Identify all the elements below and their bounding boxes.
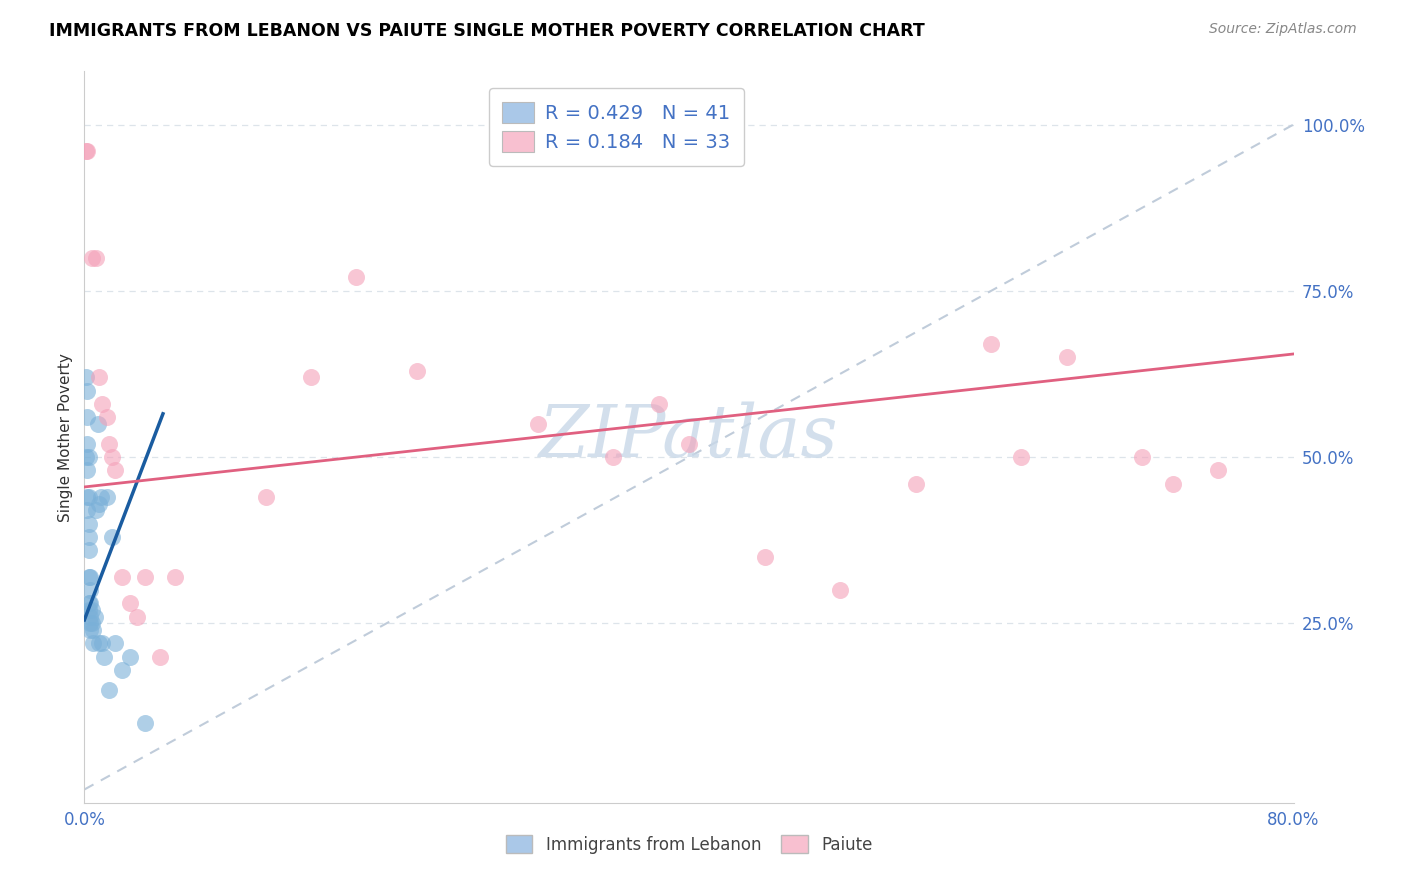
- Point: [96, 410, 118, 425]
- Point: [111, 663, 134, 677]
- Point: [602, 450, 624, 464]
- Point: [134, 570, 156, 584]
- Point: [75, 450, 97, 464]
- Point: [79, 582, 101, 597]
- Point: [82, 623, 104, 637]
- Point: [830, 582, 852, 597]
- Point: [111, 570, 134, 584]
- Point: [89, 497, 111, 511]
- Y-axis label: Single Mother Poverty: Single Mother Poverty: [58, 352, 73, 522]
- Point: [904, 476, 927, 491]
- Legend: Immigrants from Lebanon, Paiute: Immigrants from Lebanon, Paiute: [499, 829, 879, 860]
- Point: [980, 337, 1002, 351]
- Point: [1130, 450, 1153, 464]
- Text: IMMIGRANTS FROM LEBANON VS PAIUTE SINGLE MOTHER POVERTY CORRELATION CHART: IMMIGRANTS FROM LEBANON VS PAIUTE SINGLE…: [49, 22, 925, 40]
- Point: [149, 649, 172, 664]
- Point: [79, 623, 101, 637]
- Point: [80, 616, 103, 631]
- Point: [77, 603, 100, 617]
- Point: [118, 649, 141, 664]
- Point: [76, 503, 98, 517]
- Point: [91, 636, 114, 650]
- Point: [84, 609, 107, 624]
- Point: [79, 596, 101, 610]
- Point: [100, 530, 122, 544]
- Point: [86, 251, 108, 265]
- Point: [754, 549, 776, 564]
- Point: [87, 417, 110, 431]
- Text: ZIPatlas: ZIPatlas: [538, 401, 839, 473]
- Point: [127, 609, 149, 624]
- Point: [77, 490, 100, 504]
- Point: [97, 682, 120, 697]
- Point: [76, 436, 98, 450]
- Point: [254, 490, 277, 504]
- Point: [77, 450, 100, 464]
- Point: [79, 609, 101, 624]
- Point: [77, 543, 100, 558]
- Point: [76, 410, 98, 425]
- Point: [1011, 450, 1033, 464]
- Point: [299, 370, 322, 384]
- Point: [118, 596, 141, 610]
- Point: [104, 636, 127, 650]
- Point: [134, 716, 156, 731]
- Point: [77, 596, 100, 610]
- Point: [165, 570, 187, 584]
- Point: [89, 370, 111, 384]
- Point: [346, 270, 368, 285]
- Point: [104, 463, 127, 477]
- Point: [80, 251, 103, 265]
- Point: [77, 530, 100, 544]
- Point: [648, 397, 671, 411]
- Point: [76, 463, 98, 477]
- Point: [91, 397, 114, 411]
- Point: [97, 436, 120, 450]
- Point: [76, 490, 98, 504]
- Point: [1056, 351, 1078, 365]
- Point: [77, 570, 100, 584]
- Point: [678, 436, 700, 450]
- Point: [527, 417, 550, 431]
- Point: [77, 516, 100, 531]
- Point: [82, 636, 104, 650]
- Point: [90, 490, 112, 504]
- Point: [79, 616, 101, 631]
- Text: Source: ZipAtlas.com: Source: ZipAtlas.com: [1209, 22, 1357, 37]
- Point: [76, 384, 98, 398]
- Point: [79, 570, 101, 584]
- Point: [93, 649, 115, 664]
- Point: [75, 370, 97, 384]
- Point: [76, 144, 98, 158]
- Point: [406, 363, 429, 377]
- Point: [80, 603, 103, 617]
- Point: [96, 490, 118, 504]
- Point: [86, 503, 108, 517]
- Point: [100, 450, 122, 464]
- Point: [75, 144, 97, 158]
- Point: [1206, 463, 1229, 477]
- Point: [89, 636, 111, 650]
- Point: [1161, 476, 1184, 491]
